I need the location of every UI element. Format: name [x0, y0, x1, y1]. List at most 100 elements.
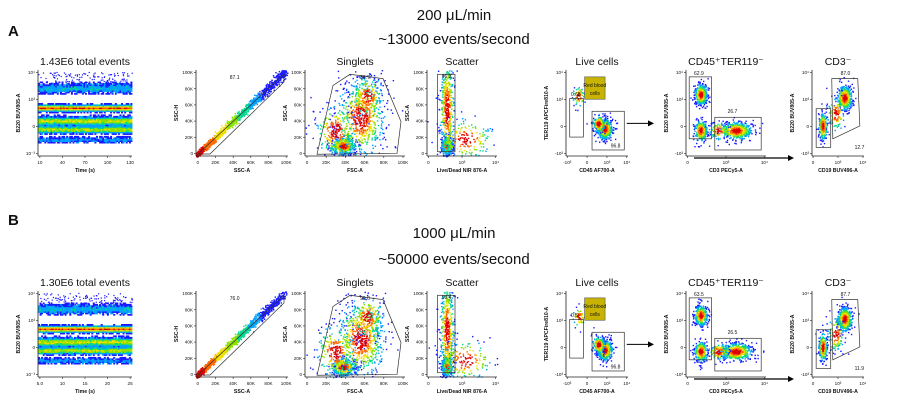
plot-area-scatter — [428, 291, 499, 379]
y-axis-label: SSC-A — [405, 105, 411, 121]
plot-live: Live cells 0.68 96.8 Red blood cells -10³ 0 10³… — [544, 56, 654, 174]
non-b-gate — [815, 329, 832, 369]
gate-percent: 98.7 — [360, 75, 370, 81]
plot-live: Live cells 0.5 96.8 Red blood cells -10³ 0 10³ 1… — [544, 277, 654, 395]
gate-percent: 0.5 — [571, 313, 578, 319]
gate-percent: 0.68 — [571, 92, 581, 98]
x-tick-label: 0 — [427, 381, 430, 386]
plot-ssc: 76.0 0 20K 40K 60K 80K 100K 100K 80K 60K 40K 20K 0 SS… — [174, 291, 292, 395]
y-tick-label: 60K — [294, 103, 303, 108]
x-tick-label: 10³ — [835, 160, 842, 165]
x-axis-label: FSC-A — [347, 389, 363, 395]
y-tick-label: 10⁴ — [676, 291, 683, 296]
x-tick-label: 0 — [586, 381, 589, 386]
x-tick-label: 10⁴ — [492, 160, 499, 165]
y-axis-label: B220 BUV805-A — [790, 314, 796, 353]
gate-percent: 87.7 — [841, 292, 851, 298]
x-axis-label: CD45 AF700-A — [579, 168, 615, 174]
y-tick-label: 10³ — [556, 97, 563, 102]
rbc-annotation-box — [584, 297, 606, 321]
y-tick-label: 20K — [185, 135, 194, 140]
x-tick-label: 40K — [229, 160, 238, 165]
gate-percent-2: 26.7 — [728, 109, 738, 115]
flow-rate-title: 200 μL/min — [417, 7, 492, 24]
x-tick-label: 20K — [211, 381, 220, 386]
x-tick-label: 0 — [686, 381, 689, 386]
y-tick-label: 40K — [185, 119, 194, 124]
gate-percent: 62.9 — [694, 71, 704, 77]
x-tick-label: 40 — [60, 160, 66, 165]
y-tick-label: 80K — [416, 307, 425, 312]
plot-area-cd45 — [690, 78, 764, 148]
x-tick-label: 80K — [264, 160, 273, 165]
plot-area-time — [38, 71, 133, 144]
x-tick-label: 80K — [264, 381, 273, 386]
x-tick-label: 10⁴ — [761, 381, 768, 386]
gate-arrowhead — [788, 155, 794, 161]
y-tick-label: 20K — [294, 356, 303, 361]
y-axis-label: SSC-A — [283, 326, 289, 342]
plot-area-time — [38, 292, 134, 365]
gate-percent: 99.0 — [360, 296, 370, 302]
x-axis-label: SSC-A — [234, 168, 250, 174]
x-tick-label: 10⁴ — [492, 381, 499, 386]
cd3pos-gate — [714, 116, 762, 151]
y-tick-label: 80K — [185, 307, 194, 312]
x-tick-label: 10³ — [723, 160, 730, 165]
live-gate — [437, 73, 456, 153]
y-tick-label: -10³ — [801, 151, 810, 156]
y-tick-label: 100K — [413, 291, 425, 296]
y-tick-label: 40K — [416, 340, 425, 345]
rbc-annotation-text: Red blood — [583, 304, 606, 310]
plot-area-singlets — [306, 291, 399, 379]
x-tick-label: 80K — [380, 381, 389, 386]
y-tick-label: 10⁻³ — [26, 151, 36, 156]
plot-ssc: 87.1 0 20K 40K 60K 80K 100K 100K 80K 60K 40K 20K 0 SS… — [174, 70, 292, 174]
x-tick-label: 10³ — [604, 381, 611, 386]
cells-gate — [316, 294, 402, 376]
plot-area-cd3 — [816, 77, 857, 148]
y-tick-label: 0 — [32, 345, 35, 350]
y-axis-label: B220 BUV805-A — [16, 93, 22, 132]
plot-title: Scatter — [445, 277, 479, 289]
x-tick-label: 100K — [281, 160, 293, 165]
panel-letter: B — [8, 212, 19, 229]
y-tick-label: 0 — [421, 372, 424, 377]
x-tick-label: 10³ — [604, 160, 611, 165]
y-axis-label: SSC-A — [283, 105, 289, 121]
plot-scatter: Scatter 96.3 0 10³ 10⁴ 100K 80K 60K 40K 20K 0 Live/… — [405, 56, 499, 174]
y-tick-label: 20K — [185, 356, 194, 361]
panel-letter: A — [8, 23, 19, 40]
x-tick-label: 40K — [341, 160, 350, 165]
gate-arrowhead — [648, 341, 654, 348]
y-axis-label: B220 BUV805-A — [16, 314, 22, 353]
plot-title: CD45⁺TER119⁻ — [688, 56, 764, 68]
cd45-gate — [591, 331, 625, 372]
y-tick-label: 10⁴ — [802, 291, 809, 296]
rbc-gate — [569, 98, 584, 138]
x-tick-label: 20K — [322, 160, 331, 165]
cd3pos-gate — [714, 337, 762, 372]
x-axis-label: Live/Dead NIR 876-A — [437, 389, 488, 395]
y-tick-label: -10³ — [555, 151, 564, 156]
y-tick-label: 0 — [806, 124, 809, 129]
gate-percent: 63.5 — [694, 292, 704, 298]
y-tick-label: 60K — [416, 103, 425, 108]
gate-arrowhead — [648, 120, 654, 127]
gate-percent-2: 26.5 — [728, 330, 738, 336]
singlet-gate — [197, 294, 285, 376]
y-tick-label: 100K — [291, 291, 303, 296]
x-tick-label: 70 — [82, 160, 88, 165]
x-tick-label: 10⁴ — [623, 381, 630, 386]
y-tick-label: 60K — [185, 324, 194, 329]
plot-title: CD3⁻ — [825, 56, 852, 68]
x-axis-label: CD3 PECy5-A — [709, 168, 743, 174]
x-tick-label: 0 — [197, 160, 200, 165]
flow-rate-title: 1000 μL/min — [413, 225, 496, 242]
x-axis-label: FSC-A — [347, 168, 363, 174]
y-tick-label: 10³ — [556, 318, 563, 323]
x-tick-label: 40K — [341, 381, 350, 386]
plot-title: 1.30E6 total events — [40, 277, 130, 289]
